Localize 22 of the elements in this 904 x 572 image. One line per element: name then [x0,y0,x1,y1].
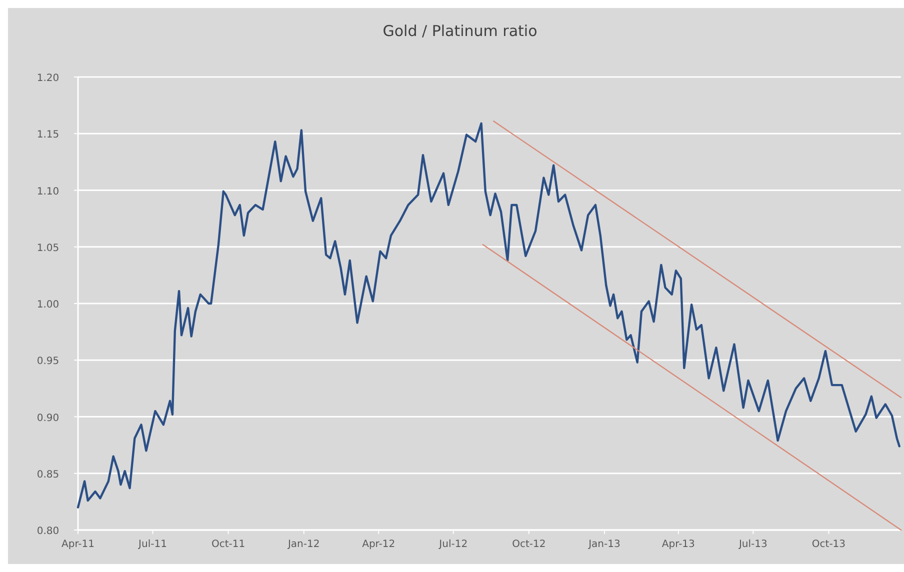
y-tick-label: 1.15 [36,130,60,141]
x-tick-label: Jan-13 [588,539,620,550]
x-tick-label: Jul-13 [738,539,768,550]
x-tick-label: Apr-12 [362,539,396,550]
x-tick-label: Jul-11 [138,539,167,550]
y-tick-label: 0.80 [36,526,60,537]
line-series [76,122,900,508]
y-tick-label: 0.95 [36,356,60,368]
x-tick-label: Oct-12 [512,539,546,550]
x-tick-label: Oct-11 [211,539,246,550]
x-tick-label: Oct-13 [812,539,846,550]
y-tick-label: 1.10 [36,186,60,198]
x-tick-label: Apr-11 [62,539,94,550]
y-tick-label: 0.85 [36,469,60,480]
y-tick-label: 1.00 [36,300,60,310]
y-tick-label: 0.90 [36,412,60,424]
x-tick-label: Jul-12 [438,539,468,550]
y-tick-label: 1.05 [36,242,60,254]
chart-title: Gold / Platinum ratio [382,22,538,40]
x-tick-label: Apr-13 [662,539,695,550]
y-tick-label: 1.20 [36,73,60,84]
x-tick-label: Jan-12 [287,539,320,550]
